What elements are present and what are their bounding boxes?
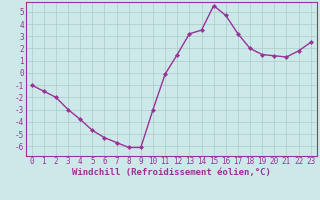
X-axis label: Windchill (Refroidissement éolien,°C): Windchill (Refroidissement éolien,°C) — [72, 168, 271, 177]
